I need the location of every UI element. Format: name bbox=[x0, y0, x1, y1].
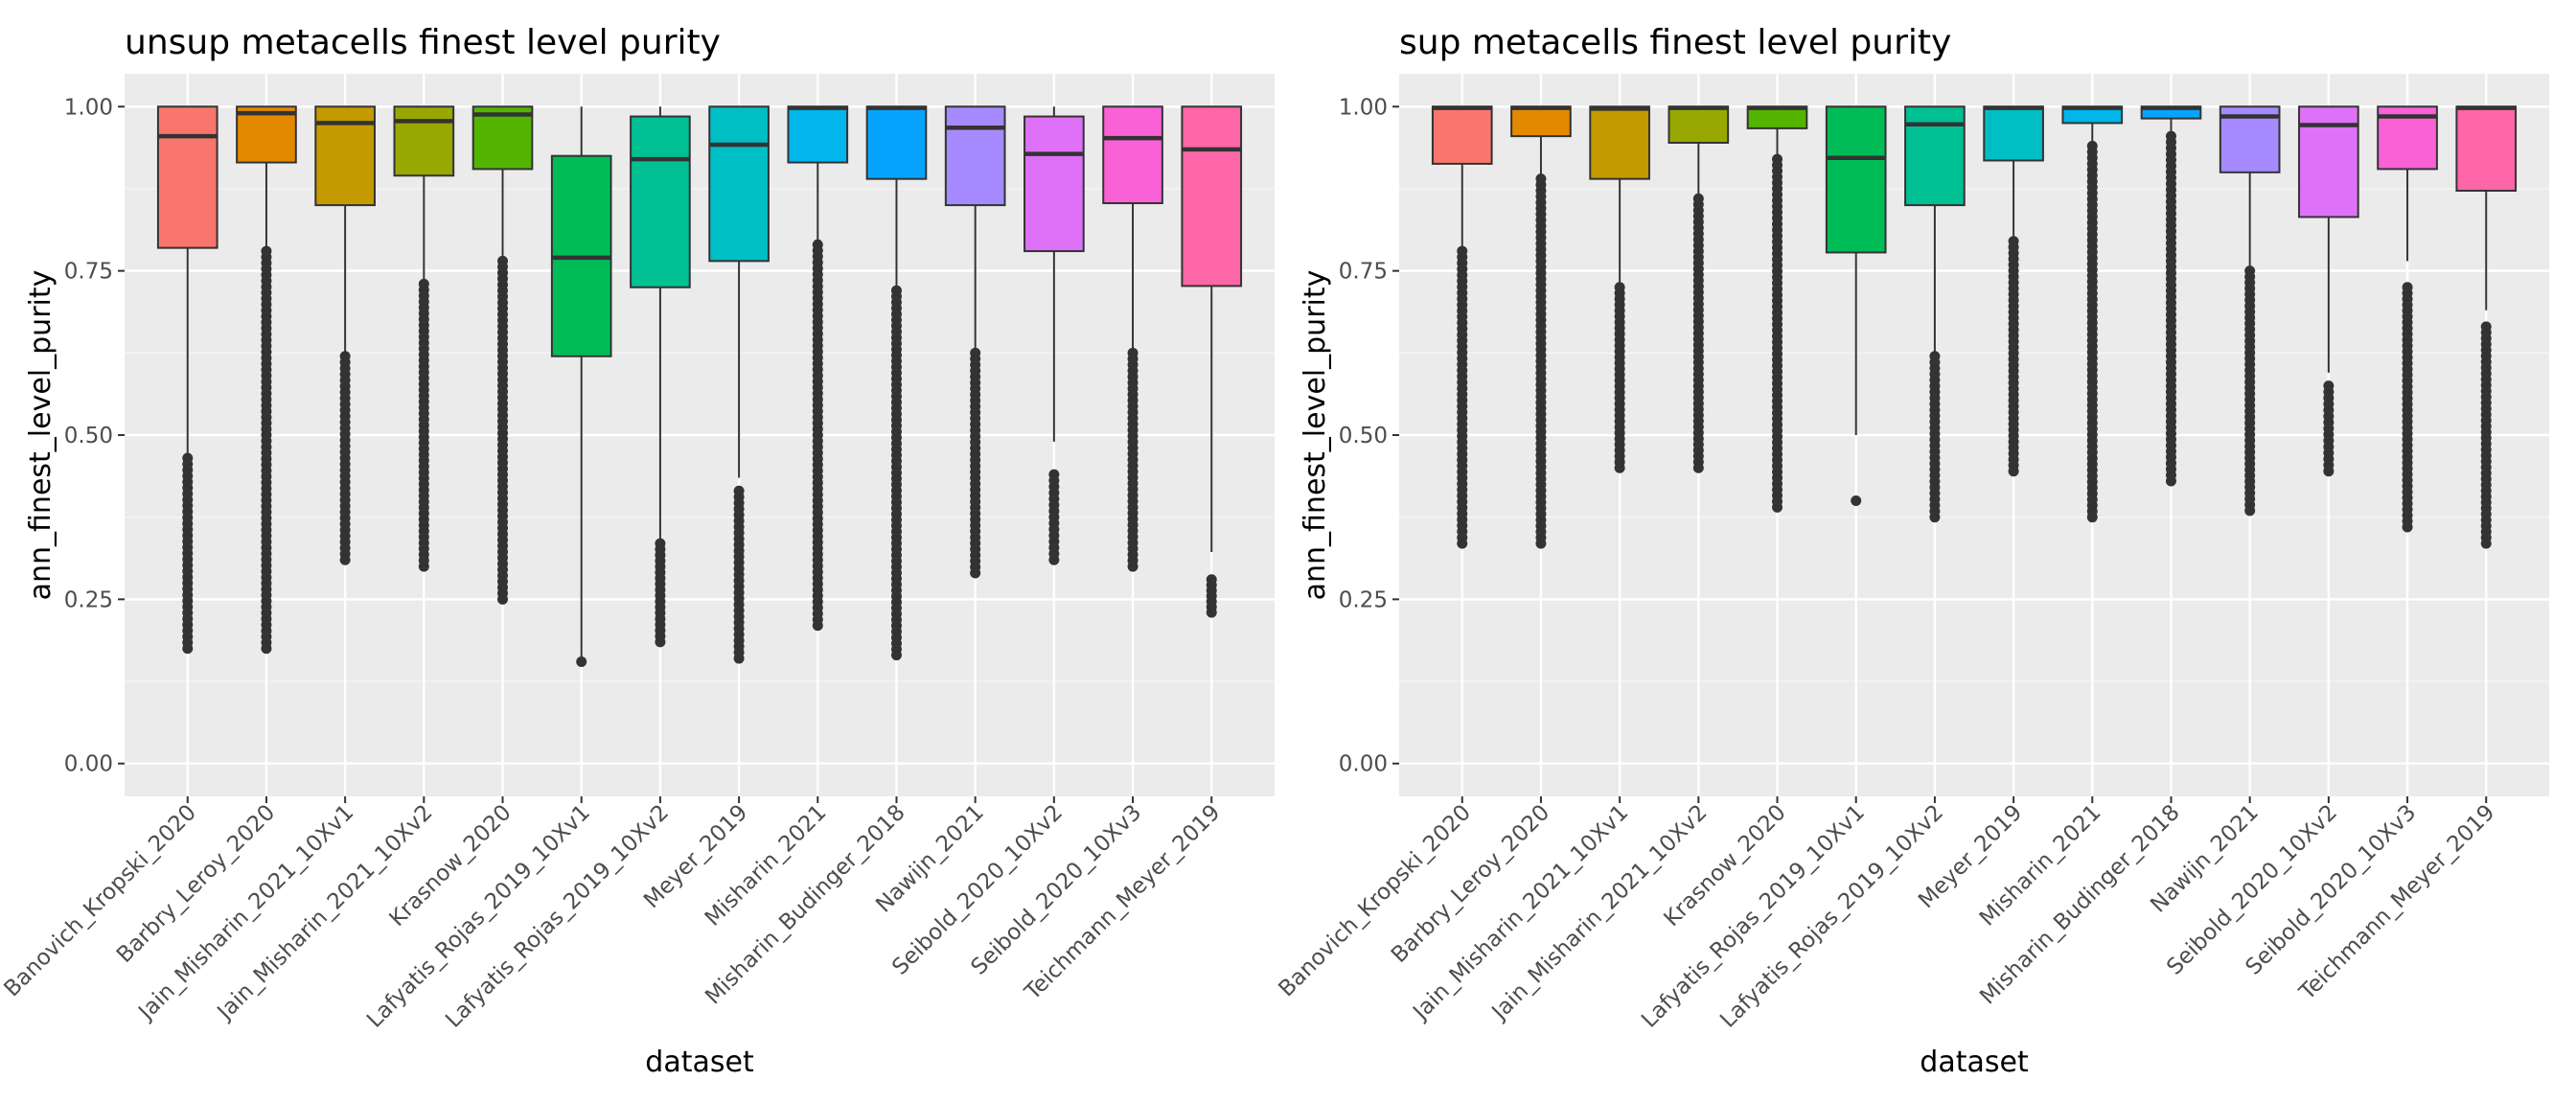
box-body bbox=[787, 105, 849, 164]
outlier-point bbox=[576, 656, 587, 667]
box-teichmann-meyer-2019 bbox=[1181, 105, 1243, 618]
chart-title: sup metacells finest level purity bbox=[1399, 23, 1951, 62]
box-body bbox=[1510, 105, 1572, 138]
box-body bbox=[1825, 105, 1887, 254]
box-krasnow-2020 bbox=[1746, 105, 1808, 513]
y-axis-ticks: 0.00 0.25 0.50 0.75 1.00 bbox=[64, 95, 125, 777]
box-body bbox=[472, 105, 534, 171]
box-body bbox=[236, 105, 297, 164]
box-body bbox=[393, 105, 455, 177]
box-seibold-2020-10xv2 bbox=[1024, 106, 1085, 565]
y-tick-label: 0.75 bbox=[1339, 260, 1388, 285]
box-seibold-2020-10xv3 bbox=[2377, 105, 2438, 533]
outlier-point bbox=[1929, 351, 1941, 362]
box-misharin-2021 bbox=[787, 105, 849, 632]
outlier-point bbox=[2402, 282, 2413, 293]
outlier-point bbox=[2008, 236, 2019, 247]
box-jain-misharin-2021-10xv1 bbox=[314, 105, 376, 565]
outlier-point bbox=[655, 538, 666, 549]
outlier-point bbox=[1851, 495, 1862, 507]
box-body bbox=[1668, 105, 1730, 144]
outlier-point bbox=[1206, 574, 1217, 586]
box-seibold-2020-10xv2 bbox=[2298, 105, 2359, 477]
outlier-point bbox=[2244, 265, 2256, 277]
y-tick-label: 0.50 bbox=[1339, 424, 1388, 448]
y-axis-title: ann_finest_level_purity bbox=[24, 270, 58, 601]
outlier-point bbox=[418, 278, 429, 289]
box-barbry-leroy-2020 bbox=[1510, 105, 1572, 549]
box-jain-misharin-2021-10xv2 bbox=[1668, 105, 1730, 473]
box-body bbox=[156, 105, 218, 249]
x-axis-title: dataset bbox=[1920, 1046, 2029, 1079]
y-tick-label: 0.50 bbox=[64, 424, 113, 448]
y-axis-ticks: 0.00 0.25 0.50 0.75 1.00 bbox=[1339, 95, 1399, 777]
box-body bbox=[1024, 115, 1085, 253]
y-tick-label: 0.25 bbox=[64, 587, 113, 612]
outlier-point bbox=[182, 452, 194, 464]
box-body bbox=[1589, 105, 1650, 180]
y-tick-label: 0.25 bbox=[1339, 587, 1388, 612]
y-tick-label: 1.00 bbox=[64, 95, 113, 120]
box-body bbox=[1102, 105, 1163, 205]
y-axis-title: ann_finest_level_purity bbox=[1299, 270, 1332, 601]
box-lafyatis-rojas-2019-10xv1 bbox=[550, 106, 612, 667]
outlier-point bbox=[1614, 282, 1625, 293]
outlier-point bbox=[2323, 380, 2334, 392]
outlier-point bbox=[1457, 245, 1468, 257]
outlier-point bbox=[1772, 153, 1783, 165]
box-lafyatis-rojas-2019-10xv1 bbox=[1825, 105, 1887, 507]
chart-title: unsup metacells finest level purity bbox=[125, 23, 721, 62]
outlier-point bbox=[2165, 130, 2176, 142]
boxes bbox=[156, 105, 1243, 667]
box-teichmann-meyer-2019 bbox=[2455, 105, 2518, 549]
outlier-point bbox=[1048, 469, 1060, 480]
y-tick-label: 0.00 bbox=[64, 752, 113, 777]
box-body bbox=[708, 105, 770, 263]
box-krasnow-2020 bbox=[472, 105, 534, 605]
box-misharin-2021 bbox=[2061, 105, 2124, 523]
box-body bbox=[1431, 105, 1493, 165]
box-misharin-budinger-2018 bbox=[865, 105, 928, 661]
box-nawijn-2021 bbox=[2219, 105, 2281, 517]
outlier-point bbox=[890, 285, 902, 296]
box-meyer-2019 bbox=[708, 105, 770, 664]
box-body bbox=[1904, 105, 1966, 207]
boxes bbox=[1431, 105, 2518, 549]
box-body bbox=[1181, 105, 1243, 288]
outlier-point bbox=[1127, 347, 1138, 358]
outlier-point bbox=[733, 485, 745, 496]
outlier-point bbox=[2086, 140, 2098, 151]
box-body bbox=[865, 105, 928, 180]
box-body bbox=[944, 105, 1006, 207]
box-barbry-leroy-2020 bbox=[236, 105, 297, 655]
outlier-point bbox=[970, 347, 981, 358]
y-tick-label: 0.75 bbox=[64, 260, 113, 285]
box-meyer-2019 bbox=[1983, 105, 2044, 477]
box-banovich-kropski-2020 bbox=[156, 105, 218, 655]
box-body bbox=[630, 115, 691, 288]
y-tick-label: 0.00 bbox=[1339, 752, 1388, 777]
outlier-point bbox=[261, 245, 272, 257]
outlier-point bbox=[812, 239, 823, 250]
x-axis-title: dataset bbox=[645, 1046, 754, 1079]
outlier-point bbox=[339, 351, 351, 362]
outlier-point bbox=[497, 255, 509, 266]
box-nawijn-2021 bbox=[944, 105, 1006, 579]
box-banovich-kropski-2020 bbox=[1431, 105, 1493, 549]
outlier-point bbox=[1692, 193, 1704, 204]
box-misharin-budinger-2018 bbox=[2140, 105, 2202, 487]
box-seibold-2020-10xv3 bbox=[1102, 105, 1163, 572]
y-tick-label: 1.00 bbox=[1339, 95, 1388, 120]
box-lafyatis-rojas-2019-10xv2 bbox=[630, 106, 691, 648]
box-body bbox=[1983, 105, 2044, 162]
box-jain-misharin-2021-10xv1 bbox=[1589, 105, 1650, 473]
box-jain-misharin-2021-10xv2 bbox=[393, 105, 455, 572]
outlier-point bbox=[2480, 321, 2492, 333]
box-body bbox=[2455, 105, 2518, 193]
outlier-point bbox=[1535, 173, 1547, 185]
box-lafyatis-rojas-2019-10xv2 bbox=[1904, 105, 1966, 523]
